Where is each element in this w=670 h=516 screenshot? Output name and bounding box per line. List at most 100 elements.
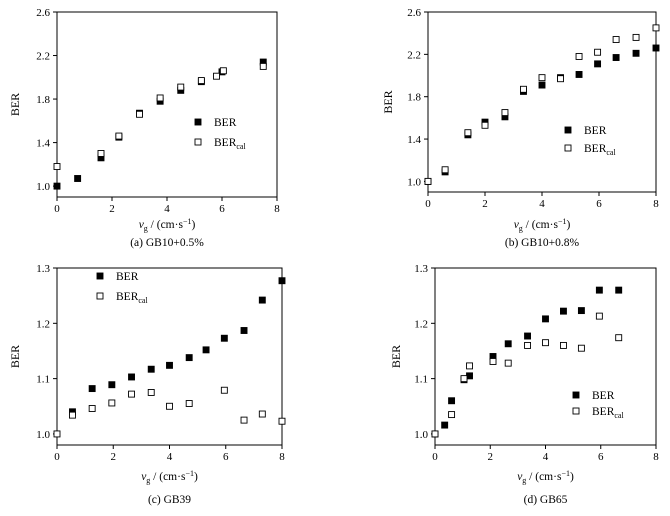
legend-label: BER (214, 117, 237, 129)
ber-cal-point (464, 129, 472, 137)
y-axis-label: BER (8, 93, 22, 116)
legend-label: BER (116, 271, 139, 283)
ber-point (615, 286, 623, 294)
legend-label: BERcal (116, 291, 148, 305)
panel-caption: (b) GB10+0.8% (505, 237, 580, 249)
y-tick-label: 2.2 (407, 49, 421, 61)
y-tick-label: 1.0 (407, 176, 421, 188)
x-tick-label: 2 (109, 203, 115, 215)
ber-cal-point (504, 359, 512, 367)
x-tick-label: 4 (167, 451, 173, 463)
panel-caption: (a) GB10+0.5% (130, 237, 204, 249)
ber-cal-point (115, 132, 123, 140)
x-tick-label: 2 (488, 451, 494, 463)
ber-cal-point (258, 410, 266, 418)
ber-cal-point (652, 24, 660, 32)
y-axis-label: BER (8, 345, 22, 368)
x-tick-label: 0 (54, 451, 60, 463)
ber-cal-point (156, 94, 164, 102)
ber-cal-point (219, 67, 227, 75)
x-tick-label: 0 (54, 203, 60, 215)
x-tick-label: 2 (482, 198, 488, 210)
ber-cal-point (220, 386, 228, 394)
ber-point (128, 373, 135, 381)
legend-label: BER (584, 125, 607, 137)
y-tick-label: 1.8 (407, 92, 421, 104)
x-tick-label: 6 (223, 451, 229, 463)
ber-point (108, 381, 116, 389)
ber-cal-point (489, 358, 497, 365)
ber-cal-point (259, 62, 267, 70)
panel-2: 0 2 4 6 8 1.0 1.4 1.8 2.2 2.6 BER vg / (cm·s−1) (b) … (381, 7, 660, 249)
ber-cal-point (594, 48, 602, 56)
y-tick-label: 2.6 (407, 7, 421, 19)
ber-point (53, 182, 61, 190)
y-tick-label: 2.6 (36, 7, 50, 19)
legend-marker (96, 292, 104, 300)
legend-marker (194, 138, 202, 146)
ber-cal-point (177, 83, 185, 91)
y-tick-label: 1.1 (414, 374, 428, 386)
legend-label: BER (592, 390, 615, 402)
ber-point (560, 307, 567, 315)
ber-point (538, 81, 546, 89)
ber-cal-point (538, 74, 546, 82)
ber-point (595, 286, 603, 294)
plot-frame (56, 11, 278, 198)
ber-point (504, 340, 512, 348)
ber-cal-point (136, 110, 143, 118)
legend-marker (564, 126, 572, 134)
ber-point (202, 346, 210, 354)
y-axis-label: BER (381, 90, 395, 113)
ber-cal-point (560, 341, 567, 349)
ber-point (524, 332, 531, 340)
x-tick-label: 4 (543, 451, 549, 463)
y-tick-label: 2.2 (36, 51, 50, 63)
ber-cal-point (128, 390, 135, 398)
panel-4: 0 2 4 6 8 1.0 1.1 1.2 1.3 BER vg / (cm·s−1) (d) GB6… (389, 263, 659, 506)
y-axis-label: BER (389, 345, 403, 368)
y-tick-label: 1.0 (414, 429, 428, 441)
y-tick-label: 1.0 (36, 429, 50, 441)
ber-cal-point (575, 53, 583, 60)
ber-cal-point (278, 417, 286, 425)
ber-cal-point (88, 405, 96, 412)
legend-marker (96, 272, 104, 280)
y-tick-label: 1.3 (36, 263, 50, 275)
panel-caption: (c) GB39 (148, 494, 191, 506)
ber-point (240, 327, 248, 334)
ber-cal-point (53, 430, 61, 438)
ber-cal-point (69, 411, 76, 419)
ber-point (542, 315, 549, 323)
x-tick-label: 8 (653, 198, 659, 210)
legend-label: BERcal (584, 143, 616, 157)
ber-point (147, 365, 155, 373)
ber-cal-point (615, 334, 623, 342)
ber-cal-point (460, 375, 468, 383)
legend-label: BERcal (592, 406, 624, 420)
y-tick-label: 1.4 (407, 134, 421, 146)
x-axis-label: vg / (cm·s−1) (514, 217, 571, 233)
y-tick-label: 1.4 (36, 138, 50, 150)
ber-point (594, 60, 602, 68)
ber-point (652, 44, 660, 52)
panel-1: 0 2 4 6 8 1.0 1.4 1.8 2.2 2.6 BER vg / (cm·s−1) (a) … (8, 7, 280, 249)
y-tick-label: 1.8 (36, 94, 50, 106)
x-tick-label: 8 (279, 451, 285, 463)
legend-marker (194, 118, 202, 126)
legend-marker (572, 391, 580, 399)
ber-cal-point (108, 399, 116, 407)
legend-marker (572, 407, 580, 415)
y-tick-label: 1.1 (36, 374, 50, 386)
ber-point (88, 385, 96, 393)
x-axis-label: vg / (cm·s−1) (517, 469, 574, 485)
ber-cal-point (213, 72, 220, 80)
ber-cal-point (520, 85, 527, 93)
x-tick-label: 4 (164, 203, 170, 215)
ber-cal-point (632, 33, 640, 41)
ber-cal-point (97, 150, 105, 157)
ber-cal-point (612, 36, 620, 43)
ber-cal-point (595, 312, 603, 320)
ber-cal-point (240, 416, 248, 424)
